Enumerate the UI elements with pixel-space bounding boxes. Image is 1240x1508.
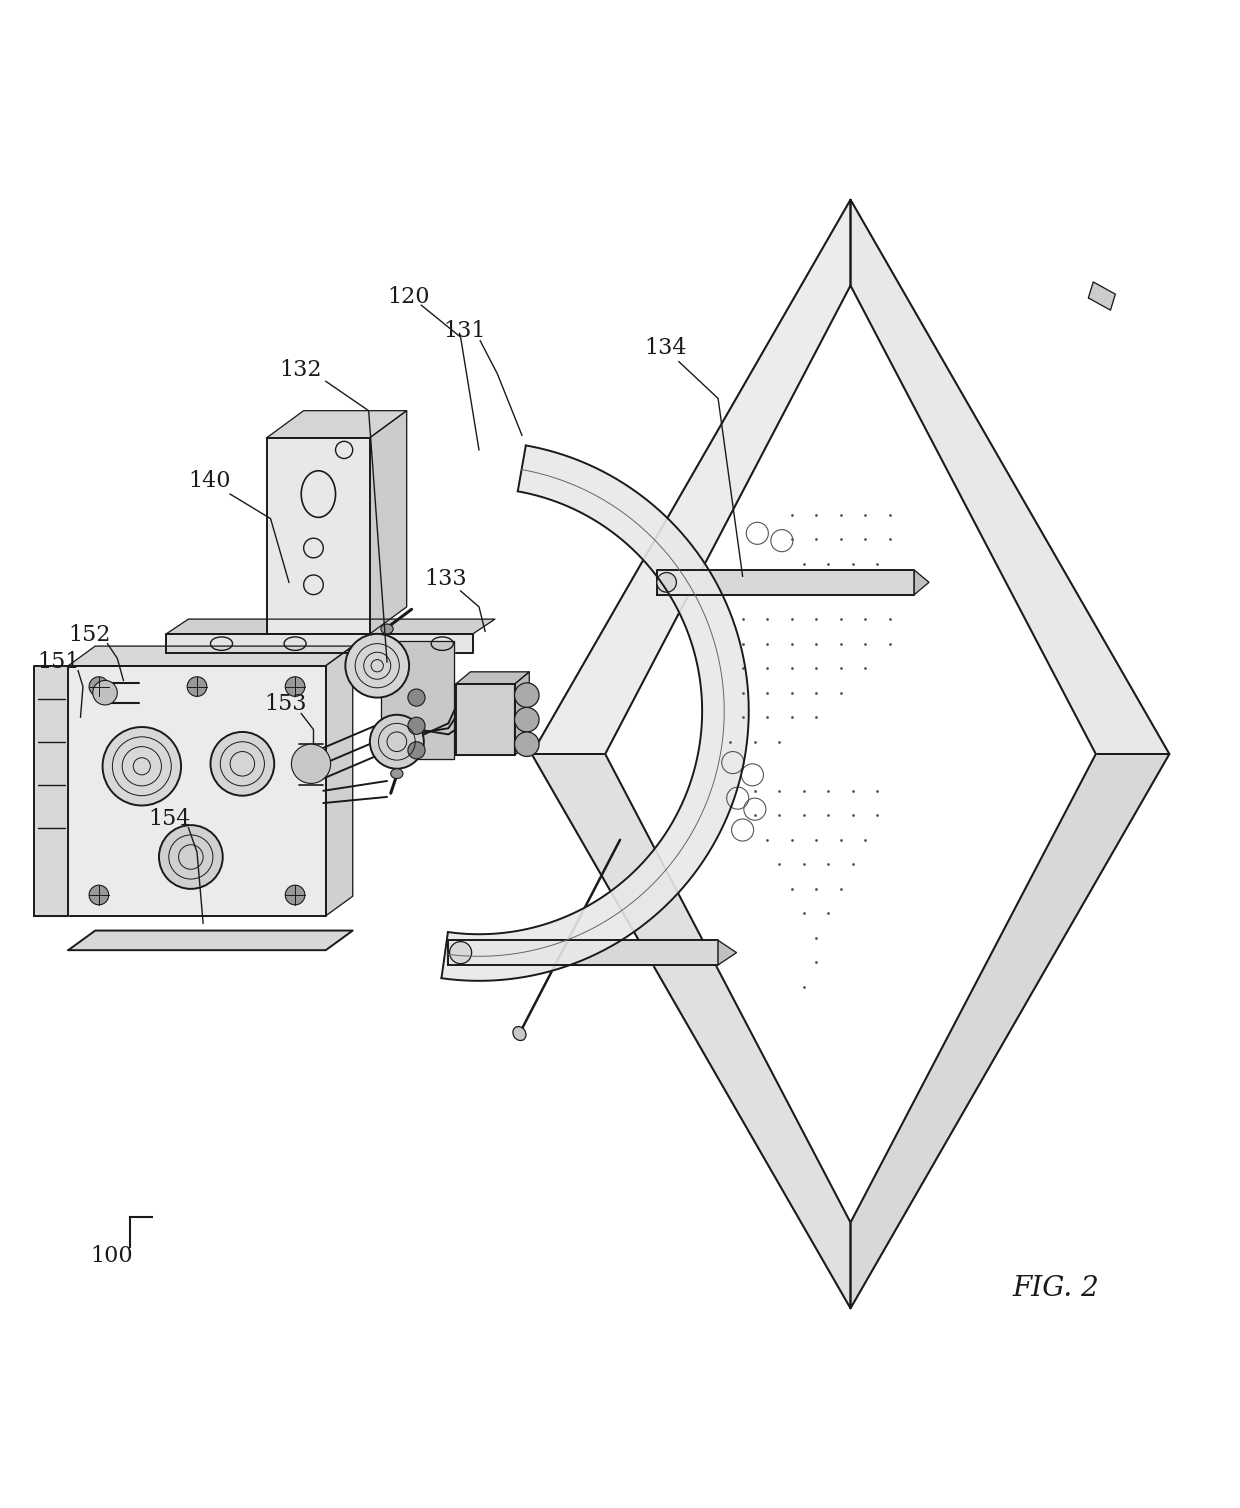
- Polygon shape: [267, 410, 407, 437]
- Polygon shape: [718, 941, 737, 965]
- Polygon shape: [326, 645, 352, 915]
- Polygon shape: [851, 199, 1169, 754]
- Polygon shape: [449, 941, 718, 965]
- Polygon shape: [657, 570, 914, 594]
- Polygon shape: [1089, 282, 1115, 311]
- Polygon shape: [532, 199, 1169, 1309]
- Text: 133: 133: [424, 569, 466, 590]
- Text: 100: 100: [91, 1244, 133, 1267]
- Ellipse shape: [450, 941, 471, 964]
- Polygon shape: [166, 633, 472, 653]
- Text: 151: 151: [37, 651, 79, 673]
- Circle shape: [211, 731, 274, 796]
- Text: 134: 134: [645, 338, 687, 359]
- Circle shape: [187, 677, 207, 697]
- Text: 153: 153: [264, 692, 308, 715]
- Circle shape: [408, 742, 425, 759]
- Polygon shape: [532, 199, 851, 754]
- Polygon shape: [605, 285, 1096, 1223]
- Circle shape: [515, 731, 539, 757]
- Text: 120: 120: [387, 287, 429, 308]
- Polygon shape: [166, 620, 495, 633]
- Circle shape: [89, 885, 109, 905]
- Polygon shape: [68, 930, 352, 950]
- Text: 131: 131: [444, 320, 486, 342]
- Circle shape: [159, 825, 223, 888]
- Polygon shape: [68, 645, 352, 665]
- Circle shape: [285, 677, 305, 697]
- Circle shape: [291, 743, 331, 784]
- Polygon shape: [267, 437, 370, 633]
- Ellipse shape: [513, 1027, 526, 1041]
- Polygon shape: [33, 665, 68, 915]
- Polygon shape: [456, 673, 529, 685]
- Ellipse shape: [381, 624, 393, 633]
- Circle shape: [89, 677, 109, 697]
- Polygon shape: [851, 754, 1169, 1309]
- Text: 152: 152: [68, 624, 110, 647]
- Polygon shape: [370, 410, 407, 633]
- Text: 154: 154: [148, 808, 190, 829]
- Ellipse shape: [657, 573, 676, 593]
- Circle shape: [408, 718, 425, 734]
- Text: 140: 140: [188, 469, 231, 492]
- Polygon shape: [532, 754, 851, 1309]
- Circle shape: [93, 680, 118, 704]
- Circle shape: [285, 885, 305, 905]
- Circle shape: [370, 715, 424, 769]
- Circle shape: [515, 707, 539, 731]
- Circle shape: [408, 689, 425, 706]
- Ellipse shape: [391, 769, 403, 778]
- Polygon shape: [68, 665, 326, 915]
- Circle shape: [346, 633, 409, 698]
- Text: 132: 132: [279, 359, 321, 382]
- Text: FIG. 2: FIG. 2: [1012, 1274, 1099, 1301]
- Polygon shape: [441, 445, 749, 980]
- Polygon shape: [914, 570, 929, 594]
- Polygon shape: [456, 685, 515, 756]
- Circle shape: [515, 683, 539, 707]
- Polygon shape: [515, 673, 529, 756]
- Circle shape: [103, 727, 181, 805]
- Polygon shape: [381, 641, 455, 759]
